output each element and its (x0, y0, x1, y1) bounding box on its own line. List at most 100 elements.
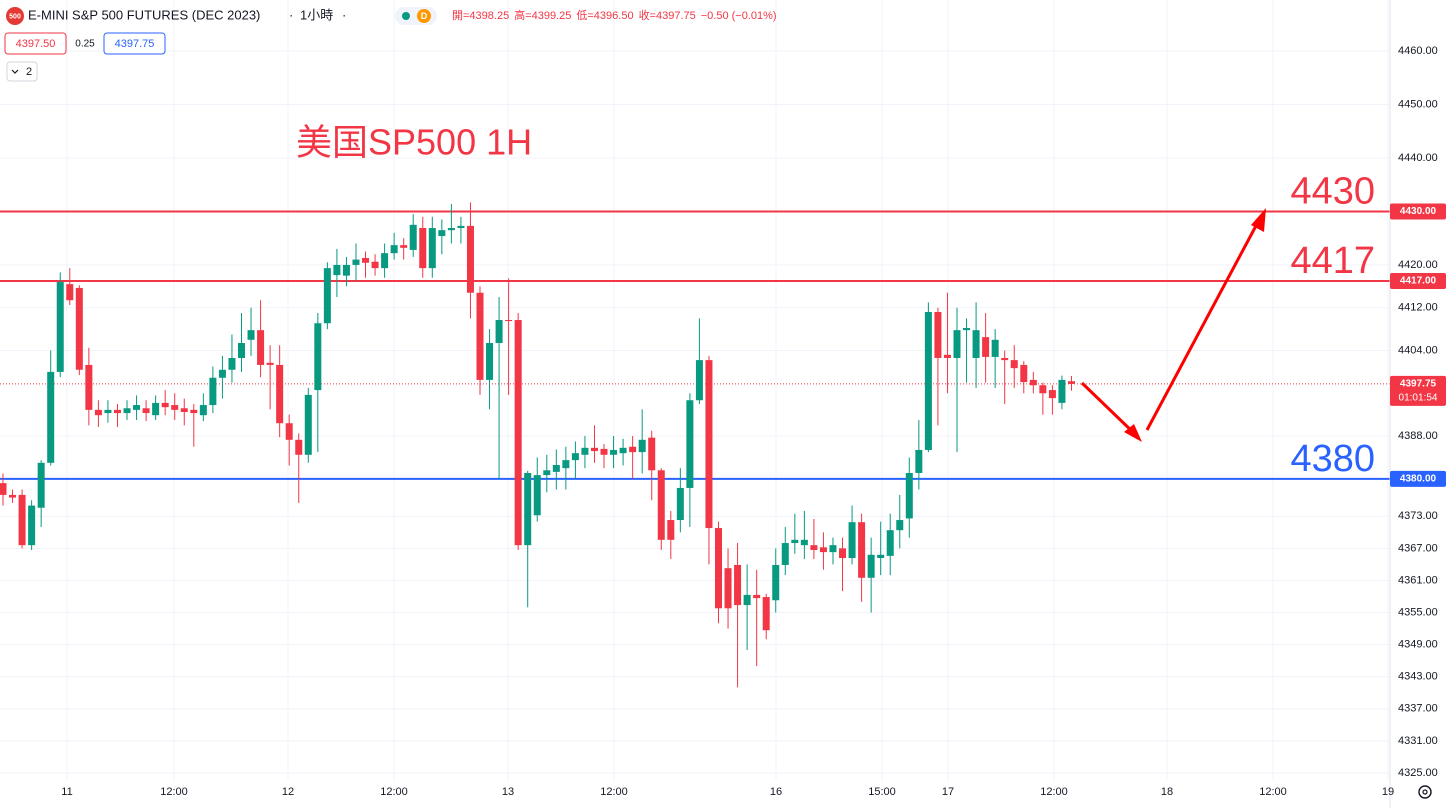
candle-body (629, 446, 637, 453)
arrow-drawing (1080, 221, 1260, 438)
candle-body (94, 409, 102, 416)
candle-body (571, 453, 579, 461)
candle-body (18, 494, 26, 546)
x-tick-label: 15:00 (868, 786, 896, 798)
y-tick-label: 4355.00 (1398, 606, 1438, 618)
candle-body (619, 447, 627, 454)
symbol-title[interactable]: E-MINI S&P 500 FUTURES (DEC 2023) (28, 7, 260, 22)
chart-annotation: 美国SP500 1H (296, 122, 532, 163)
candle-body (943, 354, 951, 358)
level-tag-label: 4417.00 (1400, 276, 1437, 287)
y-tick-label: 4343.00 (1398, 671, 1438, 683)
levels: 4430 4417 4380 (0, 170, 1390, 480)
candle-body (924, 311, 932, 450)
candle-body (123, 408, 131, 414)
level-annotation: 4430 (1290, 170, 1375, 212)
candle-body (28, 505, 36, 546)
candle-body (867, 554, 875, 578)
candle-body (314, 323, 322, 391)
candle-body (896, 520, 904, 531)
x-tick-label: 13 (502, 786, 514, 798)
y-tick-label: 4367.00 (1398, 542, 1438, 554)
y-tick-label: 4349.00 (1398, 639, 1438, 651)
candle-body (934, 311, 942, 358)
candle-body (1001, 357, 1009, 361)
candle-body (199, 405, 207, 416)
candle-body (533, 475, 541, 516)
candle-body (257, 330, 265, 365)
candle-body (667, 520, 675, 540)
arrow-down (1080, 381, 1139, 438)
candle-body (66, 284, 74, 301)
countdown-label: 01:01:54 (1399, 393, 1438, 404)
indicators-toggle[interactable] (6, 61, 38, 82)
candle-body (228, 357, 236, 370)
candle-body (915, 449, 923, 473)
candle-body (953, 330, 961, 358)
candle-body (180, 408, 188, 412)
level-tag-label: 4430.00 (1400, 206, 1437, 217)
x-tick-label: 12 (282, 786, 294, 798)
candle-body (982, 337, 990, 357)
candle-body (810, 545, 818, 550)
ohlc-value: 低=4396.50 (576, 9, 633, 22)
candle-body (266, 362, 274, 365)
candle-body (791, 539, 799, 544)
sell-box[interactable] (4, 32, 67, 55)
candle-body (304, 394, 312, 455)
candle-body (819, 547, 827, 553)
buy-box[interactable] (103, 32, 166, 55)
candle-body (190, 409, 198, 414)
level-tag (1390, 272, 1446, 289)
candle-body (295, 439, 303, 455)
candle-body (1058, 379, 1066, 403)
x-tick-label: 16 (770, 786, 782, 798)
candle-body (352, 259, 360, 265)
candle-body (56, 282, 64, 372)
candle-body (238, 343, 245, 358)
candle-body (638, 439, 646, 453)
candle-body (104, 409, 112, 414)
candle-body (362, 257, 370, 263)
y-tick-label: 4325.00 (1398, 767, 1438, 779)
candle-body (963, 328, 971, 331)
candle-body (133, 405, 141, 410)
candle-body (285, 423, 293, 440)
candle-body (695, 360, 703, 401)
level-annotation: 4380 (1290, 438, 1375, 480)
candle-body (715, 528, 722, 609)
candle-body (419, 228, 427, 269)
candle-body (400, 245, 408, 248)
candle-body (333, 264, 341, 276)
candle-body (85, 364, 93, 410)
candle-body (428, 228, 436, 269)
level-annotation: 4417 (1290, 240, 1375, 282)
candle-body (600, 448, 608, 455)
x-tick-label: 17 (942, 786, 954, 798)
y-tick-label: 4331.00 (1398, 735, 1438, 747)
candle-body (342, 264, 350, 276)
level-tag (1390, 203, 1446, 220)
candle-body (1029, 379, 1037, 386)
candle-body (47, 371, 55, 463)
candle-body (762, 597, 770, 631)
candle-body (590, 447, 598, 452)
settings-button[interactable] (1418, 785, 1432, 799)
candle-body (447, 228, 455, 231)
candle-body (657, 470, 665, 540)
candle-body (972, 330, 980, 358)
candle-body (552, 464, 560, 472)
candles (0, 202, 1075, 688)
candle-body (0, 483, 7, 495)
candle-body (323, 268, 331, 324)
candle-body (686, 400, 694, 488)
level-tag-label: 4380.00 (1400, 473, 1437, 484)
separator: · (342, 7, 346, 22)
indicator-count: 2 (26, 66, 32, 78)
candle-body (381, 253, 389, 269)
interval[interactable]: 1小時 (300, 7, 333, 22)
arrow-head (1251, 208, 1266, 232)
x-tick-label: 12:00 (380, 786, 408, 798)
candle-body (676, 487, 684, 521)
